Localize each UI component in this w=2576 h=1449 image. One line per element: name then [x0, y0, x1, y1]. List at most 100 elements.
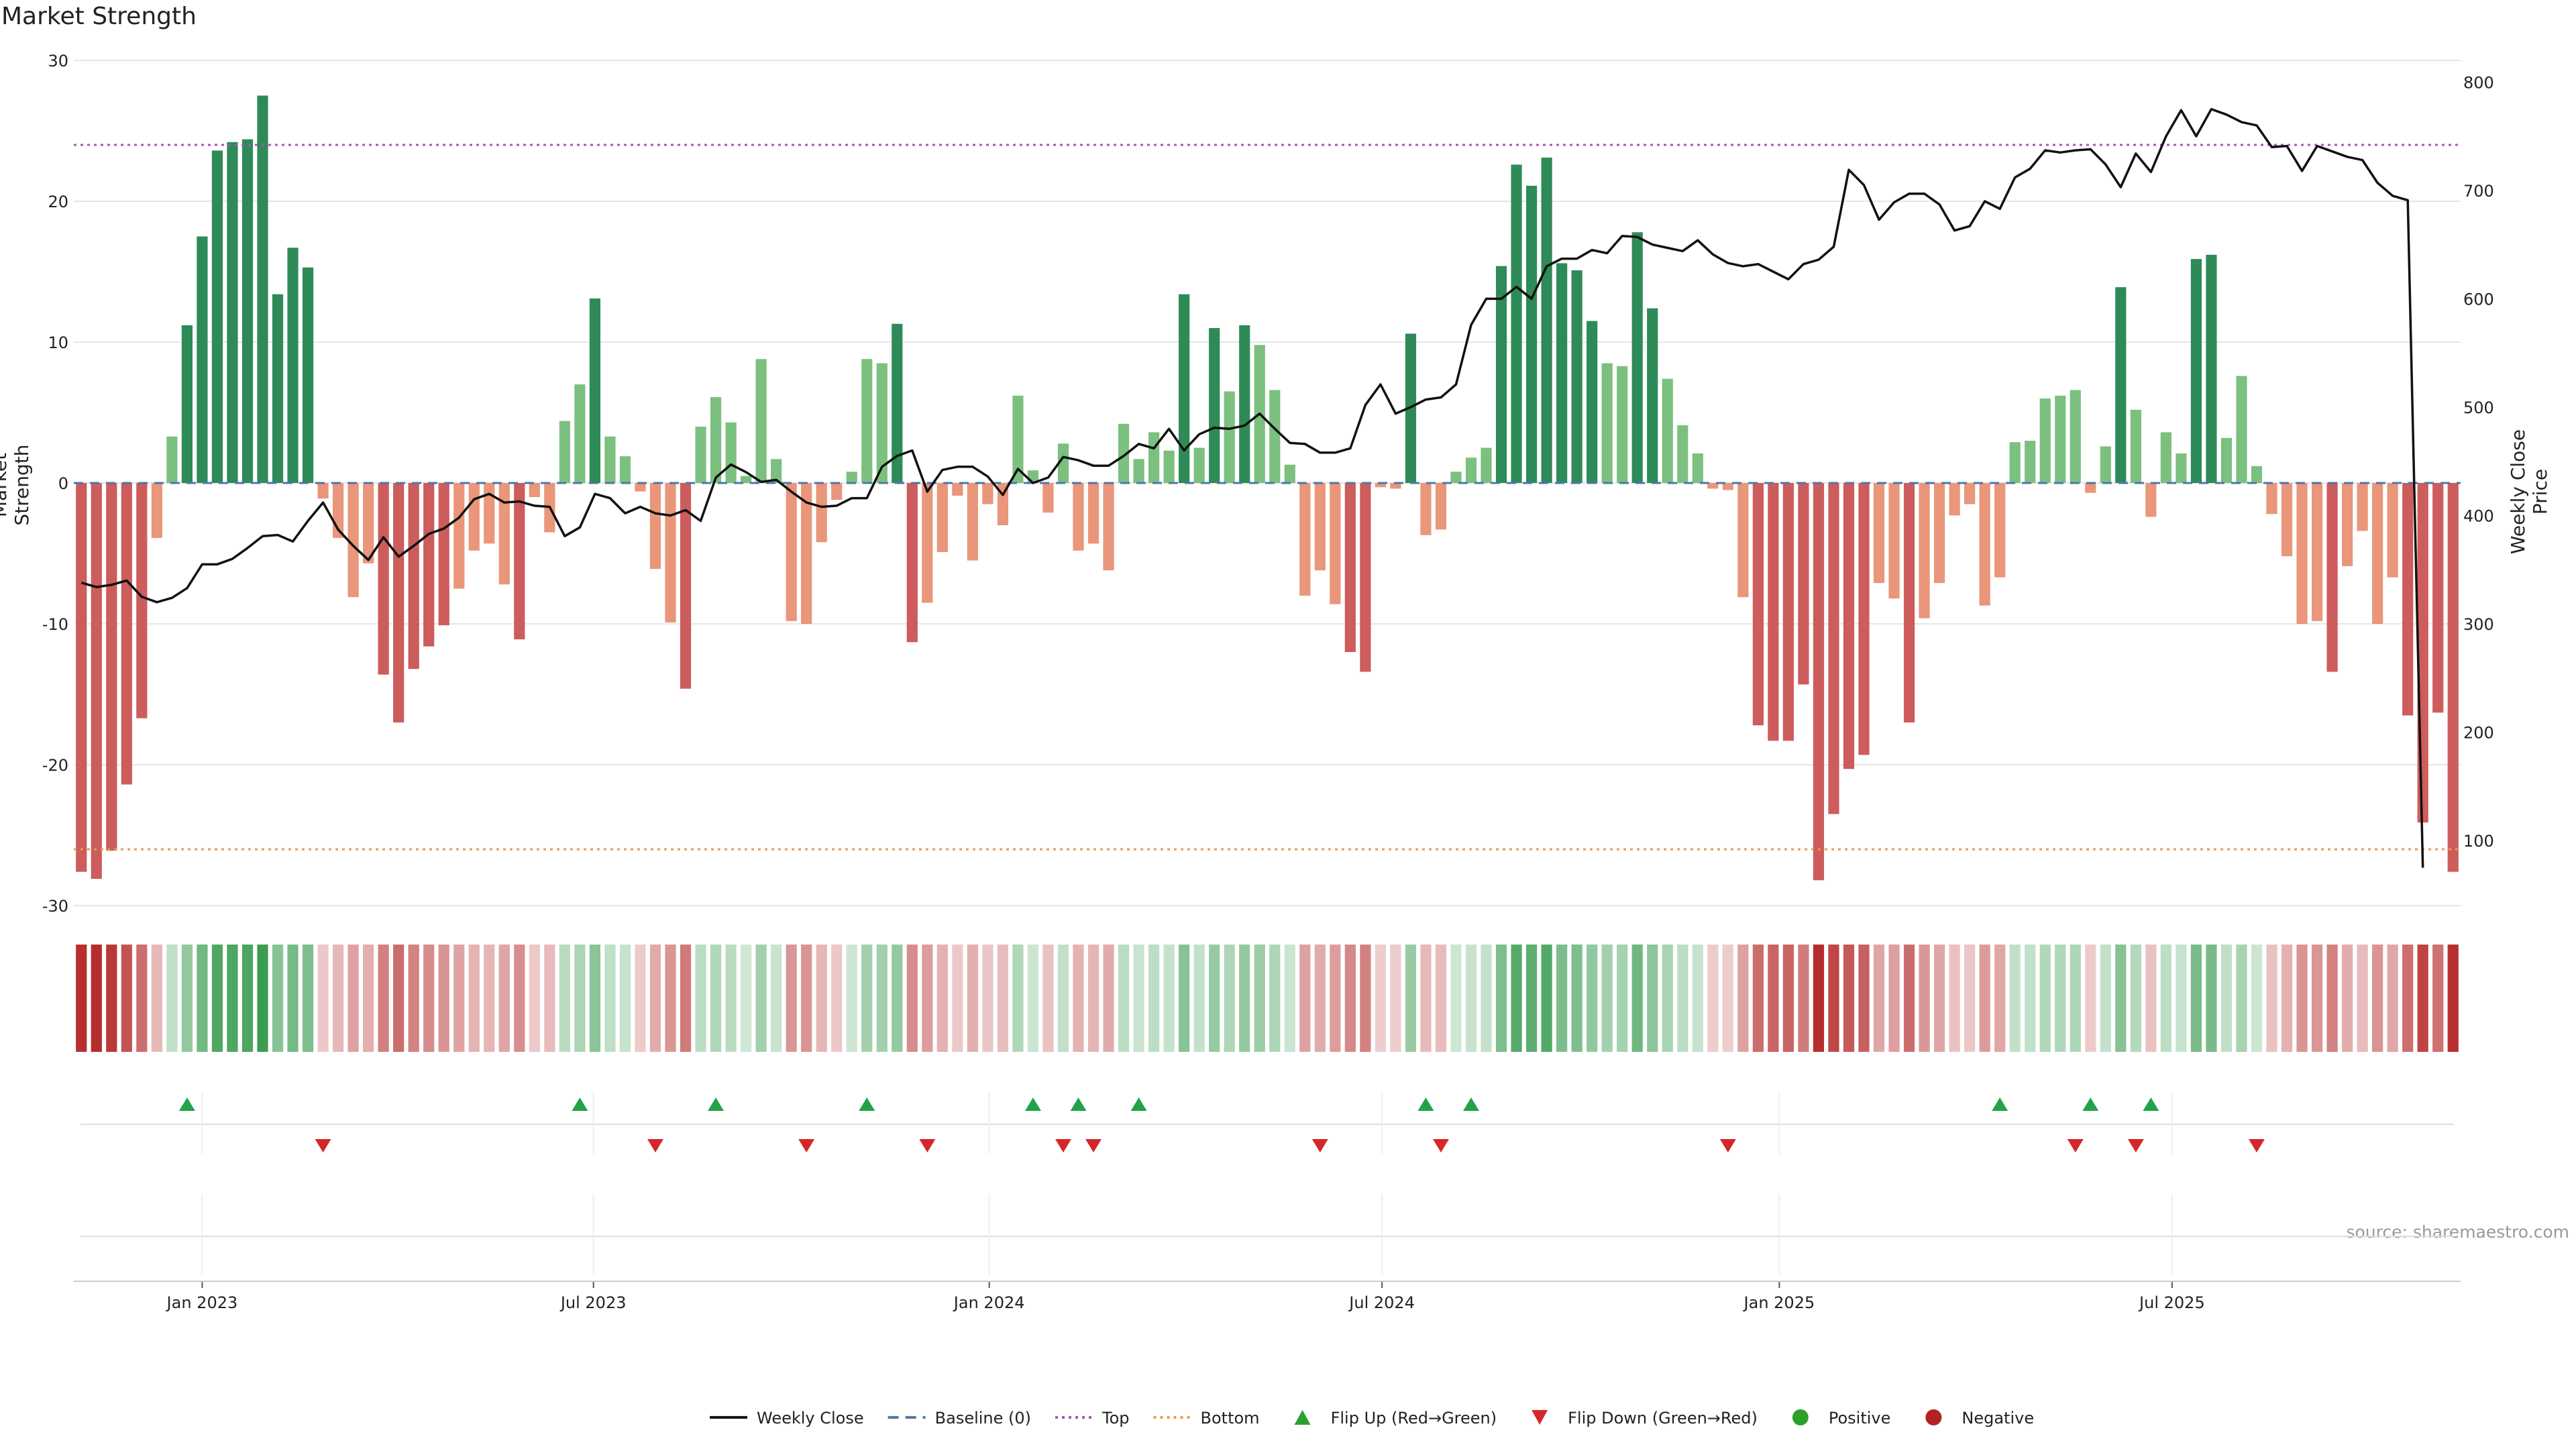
strength-bar	[484, 483, 495, 544]
legend-item: Weekly Close	[710, 1409, 864, 1428]
strength-bar	[1903, 483, 1915, 722]
strength-bar	[1964, 483, 1976, 504]
heat-cell	[1692, 945, 1703, 1052]
strength-bar	[2357, 483, 2368, 531]
heat-cell	[982, 945, 994, 1052]
heat-cell	[529, 945, 540, 1052]
heat-cell	[710, 945, 722, 1052]
heat-cell	[635, 945, 646, 1052]
heat-cell	[1344, 945, 1356, 1052]
x-tick-label: Jan 2024	[953, 1293, 1025, 1312]
heat-cell	[1450, 945, 1462, 1052]
strength-bar	[2447, 483, 2459, 872]
legend-swatch	[1532, 1409, 1548, 1425]
heat-cell	[997, 945, 1009, 1052]
strength-bar	[1979, 483, 1990, 606]
strength-bar	[1858, 483, 1870, 755]
heat-cell	[952, 945, 963, 1052]
heat-cell	[967, 945, 978, 1052]
strength-bar	[1541, 157, 1552, 483]
y-tick-label: 20	[48, 193, 68, 211]
heat-cell	[1405, 945, 1417, 1052]
heat-cell	[453, 945, 465, 1052]
legend-label: Flip Up (Red→Green)	[1331, 1409, 1497, 1428]
heat-cell	[227, 945, 238, 1052]
strength-bar	[287, 248, 299, 483]
strength-bar	[1269, 390, 1281, 483]
heat-cell	[76, 945, 87, 1052]
heat-cell	[2190, 945, 2202, 1052]
strength-bar	[1782, 483, 1794, 741]
heat-cell	[1330, 945, 1341, 1052]
y2-tick-label: 700	[2463, 182, 2494, 201]
heat-cell	[2025, 945, 2036, 1052]
strength-bar	[892, 323, 903, 483]
strength-bar	[227, 142, 238, 484]
x-tick-label: Jul 2023	[559, 1293, 627, 1312]
strength-bar	[1087, 483, 1099, 544]
heat-cell	[2039, 945, 2051, 1052]
heat-cell	[1042, 945, 1054, 1052]
heat-cell	[1919, 945, 1930, 1052]
strength-bar	[665, 483, 676, 623]
strength-bar	[2176, 453, 2187, 483]
legend-label: Positive	[1829, 1409, 1891, 1428]
strength-bar	[2070, 390, 2081, 483]
strength-bar	[2145, 483, 2157, 517]
strength-bar	[1617, 366, 1628, 483]
heat-cell	[2009, 945, 2021, 1052]
heat-cell	[846, 945, 857, 1052]
strength-bar	[2009, 442, 2021, 483]
heat-cell	[2160, 945, 2171, 1052]
heat-cell	[2100, 945, 2111, 1052]
heat-cell	[1964, 945, 1976, 1052]
strength-bar	[181, 325, 193, 483]
heat-cell	[2145, 945, 2157, 1052]
strength-bar	[1631, 232, 1643, 483]
strength-bar	[453, 483, 465, 589]
strength-bar	[347, 483, 359, 598]
y-tick-label: -20	[42, 756, 68, 775]
x-tick-label: Jul 2025	[2138, 1293, 2205, 1312]
strength-bar	[514, 483, 525, 640]
strength-bar	[121, 483, 132, 785]
heat-cell	[1798, 945, 1809, 1052]
strength-bar	[574, 384, 586, 483]
heat-cell	[514, 945, 525, 1052]
strength-bar	[2100, 446, 2111, 483]
strength-bar	[1133, 459, 1144, 483]
strength-bar	[1888, 483, 1900, 599]
heat-cell	[378, 945, 389, 1052]
heat-cell	[2326, 945, 2338, 1052]
legend-swatch	[1294, 1409, 1311, 1425]
strength-bar	[2432, 483, 2444, 713]
strength-bar	[2342, 483, 2353, 566]
heat-cell	[1828, 945, 1839, 1052]
heat-cell	[771, 945, 782, 1052]
heat-cell	[695, 945, 706, 1052]
heat-cell	[2296, 945, 2308, 1052]
heat-cell	[1631, 945, 1643, 1052]
strength-bar	[1587, 321, 1598, 483]
strength-bar	[106, 483, 117, 851]
heat-cell	[876, 945, 888, 1052]
heat-cell	[1193, 945, 1205, 1052]
legend-label: Baseline (0)	[935, 1409, 1031, 1428]
chart-title: Market Strength	[1, 3, 197, 30]
strength-bar	[1662, 378, 1673, 483]
heat-cell	[2402, 945, 2414, 1052]
strength-bar	[197, 236, 208, 483]
strength-bar	[1647, 308, 1658, 483]
strength-bar	[272, 294, 284, 483]
strength-bar	[393, 483, 405, 722]
heat-cell	[1677, 945, 1688, 1052]
strength-bar	[649, 483, 661, 570]
flip-down-marker	[1719, 1139, 1736, 1152]
heat-cell	[1587, 945, 1598, 1052]
y2-tick-label: 800	[2463, 73, 2494, 92]
heat-cell	[1782, 945, 1794, 1052]
legend-item: Positive	[1792, 1409, 1891, 1428]
flip-down-marker	[1311, 1139, 1328, 1152]
strength-bar	[1360, 483, 1371, 672]
heat-cell	[2085, 945, 2096, 1052]
